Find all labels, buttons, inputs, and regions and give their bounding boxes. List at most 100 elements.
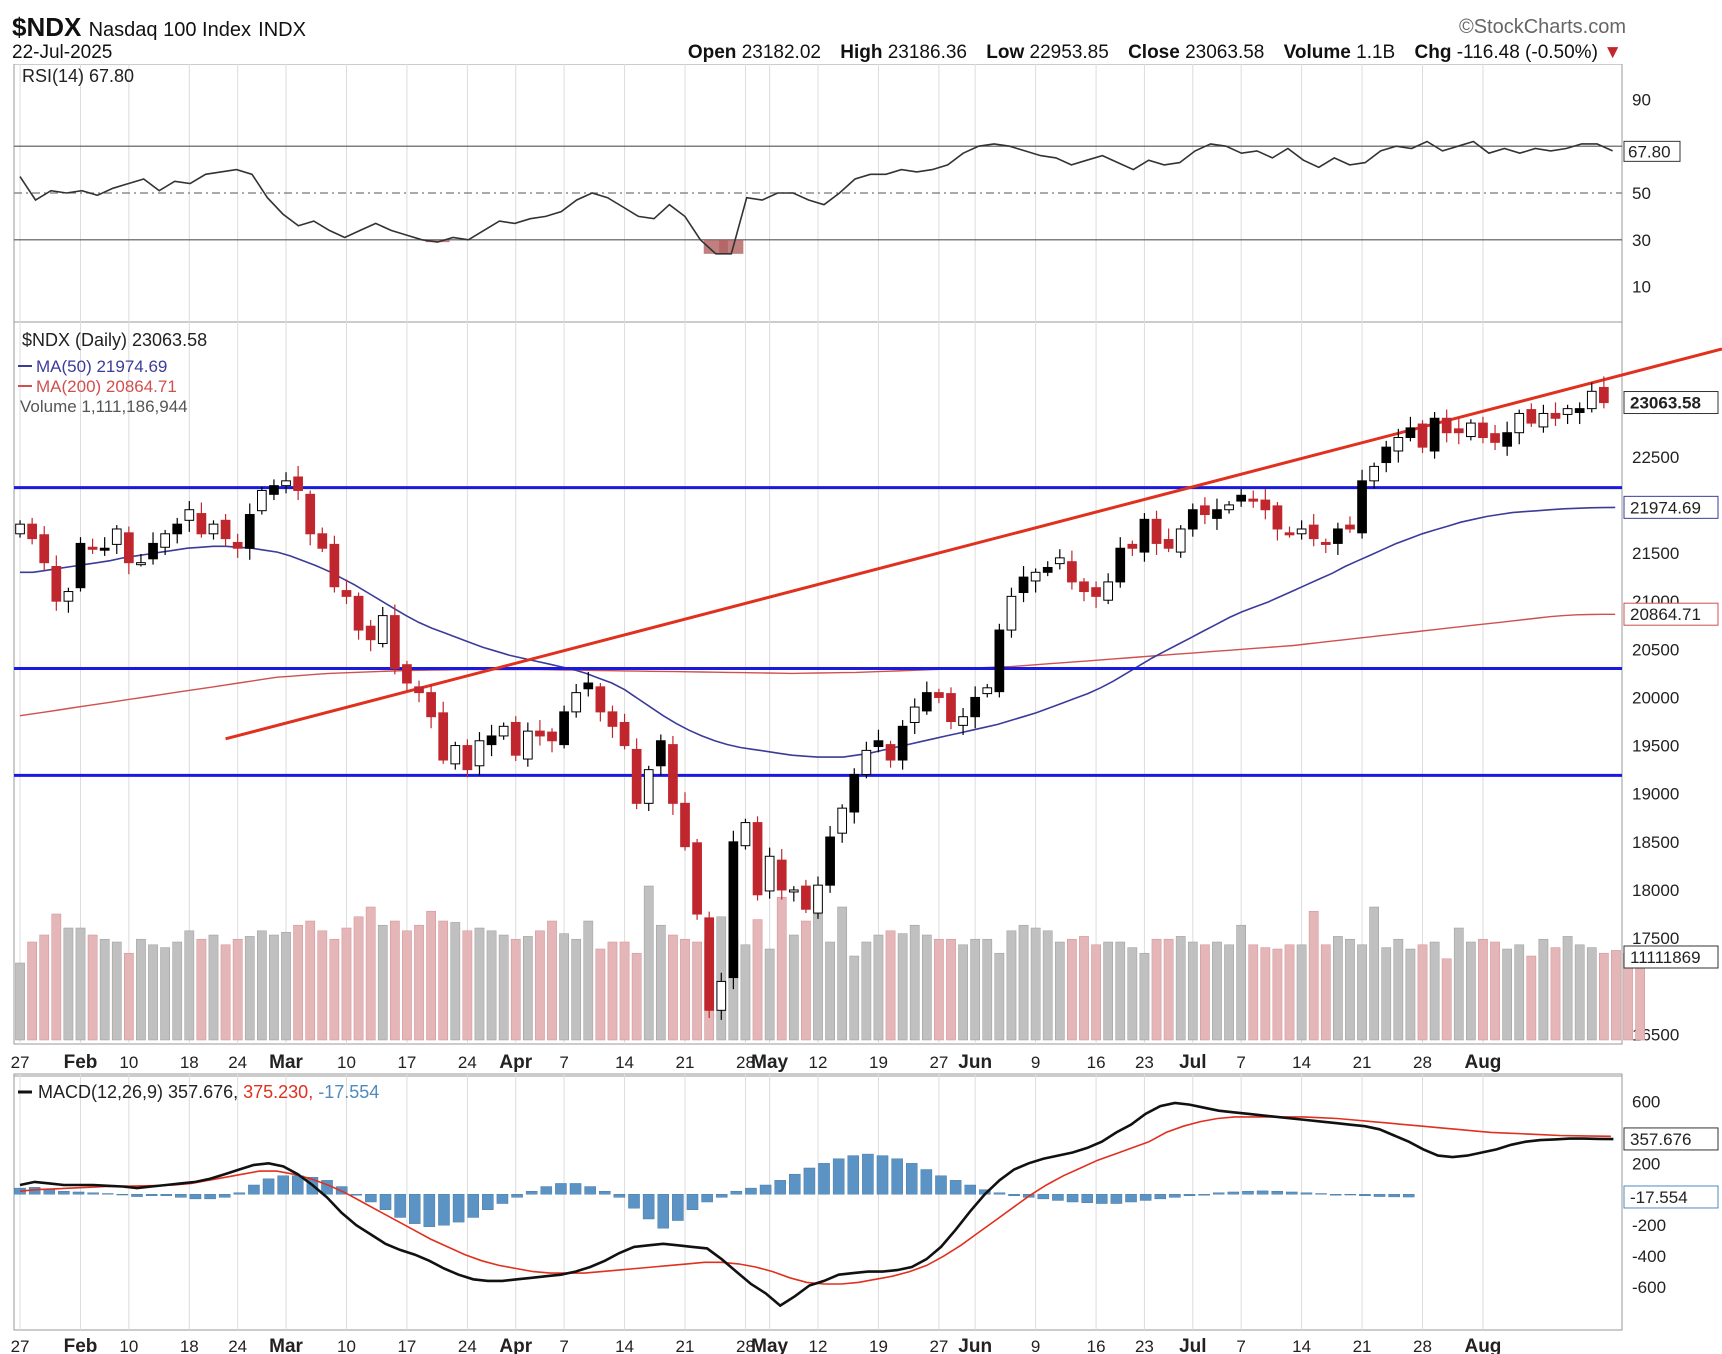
- macd-histogram-bar: [1139, 1194, 1152, 1201]
- candle-body: [414, 686, 424, 694]
- candle-body: [1127, 543, 1138, 549]
- x-axis-label: 28: [736, 1053, 755, 1072]
- down-arrow-icon: ▼: [1603, 42, 1622, 63]
- candle-body: [1429, 417, 1440, 452]
- volume-bar: [994, 952, 1005, 1041]
- macd-histogram-bar: [993, 1192, 1006, 1195]
- candle-body: [764, 855, 775, 892]
- macd-histogram-bar: [1154, 1194, 1167, 1200]
- volume-bar: [257, 930, 267, 1041]
- volume-bar: [486, 930, 497, 1041]
- macd-histogram-bar: [657, 1194, 670, 1229]
- macd-histogram-bar: [116, 1194, 129, 1196]
- macd-histogram-bar: [189, 1194, 202, 1200]
- volume-bar: [75, 927, 86, 1041]
- macd-histogram-bar: [949, 1180, 962, 1195]
- volume-bar: [535, 930, 545, 1041]
- candle-body: [293, 476, 303, 491]
- last-price-tag: [1623, 391, 1719, 415]
- candle-body: [87, 546, 98, 550]
- candle-body: [353, 595, 364, 631]
- volume-bar: [1175, 936, 1186, 1041]
- macd-tick-label: -400: [1632, 1247, 1666, 1266]
- volume-bar: [776, 896, 787, 1041]
- candle-body: [329, 543, 340, 588]
- candle-body: [256, 489, 267, 512]
- volume-bar: [305, 920, 316, 1041]
- macd-histogram-bar: [379, 1194, 392, 1210]
- macd-histogram-bar: [642, 1194, 655, 1220]
- volume-bar: [341, 927, 352, 1041]
- macd-histogram-bar: [789, 1173, 801, 1195]
- macd-histogram-bar: [584, 1186, 596, 1195]
- macd-histogram-bar: [1066, 1194, 1079, 1203]
- macd-histogram-bar: [482, 1194, 494, 1210]
- macd-histogram-bar: [920, 1169, 933, 1195]
- candle-body: [934, 692, 944, 698]
- candle-body: [1538, 412, 1549, 428]
- macd-histogram-bar: [131, 1194, 143, 1197]
- volume-bar: [269, 934, 279, 1041]
- candle-body: [776, 859, 787, 891]
- volume-bar: [1333, 936, 1343, 1041]
- candle-body: [1260, 499, 1271, 511]
- candle-body: [389, 615, 400, 670]
- candle-body: [813, 884, 823, 914]
- candle-body: [244, 514, 255, 549]
- volume-bar: [1308, 910, 1319, 1041]
- volume-bar: [1163, 938, 1174, 1041]
- index-name: Nasdaq 100 Index: [88, 19, 251, 41]
- volume-bar: [547, 920, 557, 1041]
- macd-histogram-bar: [964, 1184, 976, 1195]
- macd-histogram-bar: [1271, 1190, 1283, 1195]
- volume-bar: [788, 934, 799, 1041]
- candle-body: [184, 509, 195, 521]
- rsi-tick-label: 90: [1632, 90, 1651, 109]
- candle-body: [317, 533, 328, 549]
- high-label: High: [840, 42, 883, 63]
- x-axis-label: Feb: [64, 1052, 98, 1073]
- volume-bar: [946, 938, 956, 1041]
- candle-body: [1006, 595, 1017, 631]
- x-axis-label: Aug: [1464, 1052, 1501, 1073]
- ma50-value-tag: [1623, 495, 1719, 519]
- volume-bar: [39, 934, 50, 1041]
- low-label: Low: [986, 42, 1025, 63]
- candle-body: [99, 547, 110, 551]
- candle-body: [269, 485, 279, 495]
- volume-bar: [124, 952, 134, 1041]
- volume-bar: [27, 941, 37, 1041]
- volume-bar: [1200, 944, 1210, 1041]
- candle-body: [1091, 587, 1101, 597]
- macd-histogram-bar: [1329, 1194, 1342, 1196]
- macd-histogram-bar: [175, 1194, 187, 1198]
- macd-histogram-bar: [1081, 1194, 1093, 1203]
- ma200-legend: MA(200) 20864.71: [36, 377, 177, 396]
- volume-bar: [426, 910, 436, 1041]
- x-axis-label: 7: [559, 1337, 568, 1354]
- volume-bar: [873, 934, 884, 1041]
- volume-bar: [1599, 952, 1609, 1041]
- price-tick-label: 18500: [1632, 833, 1679, 852]
- macd-histogram-bar: [832, 1158, 845, 1195]
- macd-histogram-bar: [408, 1194, 421, 1224]
- close-label: Close: [1128, 42, 1180, 63]
- candle-body: [970, 696, 981, 718]
- candle-body: [1115, 547, 1126, 583]
- macd-histogram-bar: [511, 1194, 523, 1198]
- candle-body: [1514, 412, 1525, 434]
- volume-bar: [680, 938, 690, 1041]
- x-axis-label: 27: [929, 1337, 948, 1354]
- volume-bar: [1018, 924, 1029, 1041]
- candle-body: [547, 731, 557, 742]
- x-axis-label: 28: [1413, 1053, 1432, 1072]
- volume-bar: [934, 938, 944, 1041]
- volume-bar: [970, 938, 981, 1041]
- candle-body: [752, 822, 763, 896]
- macd-legend-hist: -17.554: [318, 1082, 379, 1102]
- x-axis-label: 23: [1135, 1337, 1154, 1354]
- candle-body: [921, 692, 932, 712]
- macd-histogram-bar: [233, 1192, 246, 1195]
- x-axis-label: 14: [615, 1053, 634, 1072]
